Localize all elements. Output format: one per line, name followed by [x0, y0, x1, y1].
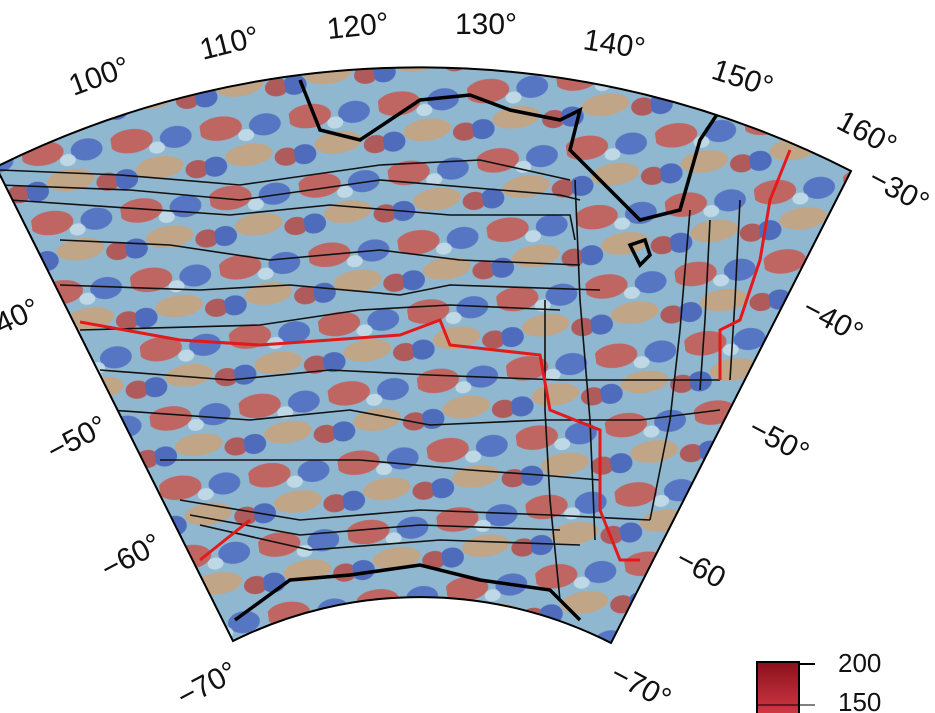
- latitude-label: −40°: [797, 291, 868, 350]
- latitude-label: 40°: [0, 292, 45, 341]
- latitude-label: −60°: [96, 527, 167, 586]
- latitude-label: −70°: [605, 657, 676, 713]
- longitude-label: 150°: [708, 53, 777, 104]
- longitude-label: 140°: [581, 23, 647, 65]
- latitude-label: −60: [671, 542, 731, 595]
- colorbar: 200 150: [757, 648, 881, 713]
- longitude-label: 120°: [325, 7, 390, 46]
- latitude-label: −30°: [863, 161, 934, 220]
- latitude-label: −50°: [42, 409, 113, 468]
- longitude-label: 130°: [455, 8, 517, 41]
- latitude-label: −50°: [743, 411, 814, 470]
- longitude-label: 110°: [197, 20, 263, 66]
- colorbar-label: 150: [838, 687, 881, 713]
- longitude-label: 160°: [832, 104, 902, 162]
- colorbar-label: 200: [838, 648, 881, 678]
- latitude-label: −70°: [172, 655, 243, 713]
- longitude-label: 100°: [65, 50, 135, 102]
- map-figure: 200 150 100° 110° 120° 130° 140° 150° 160° 40° −…: [0, 0, 935, 713]
- anomaly-field: [0, 40, 880, 700]
